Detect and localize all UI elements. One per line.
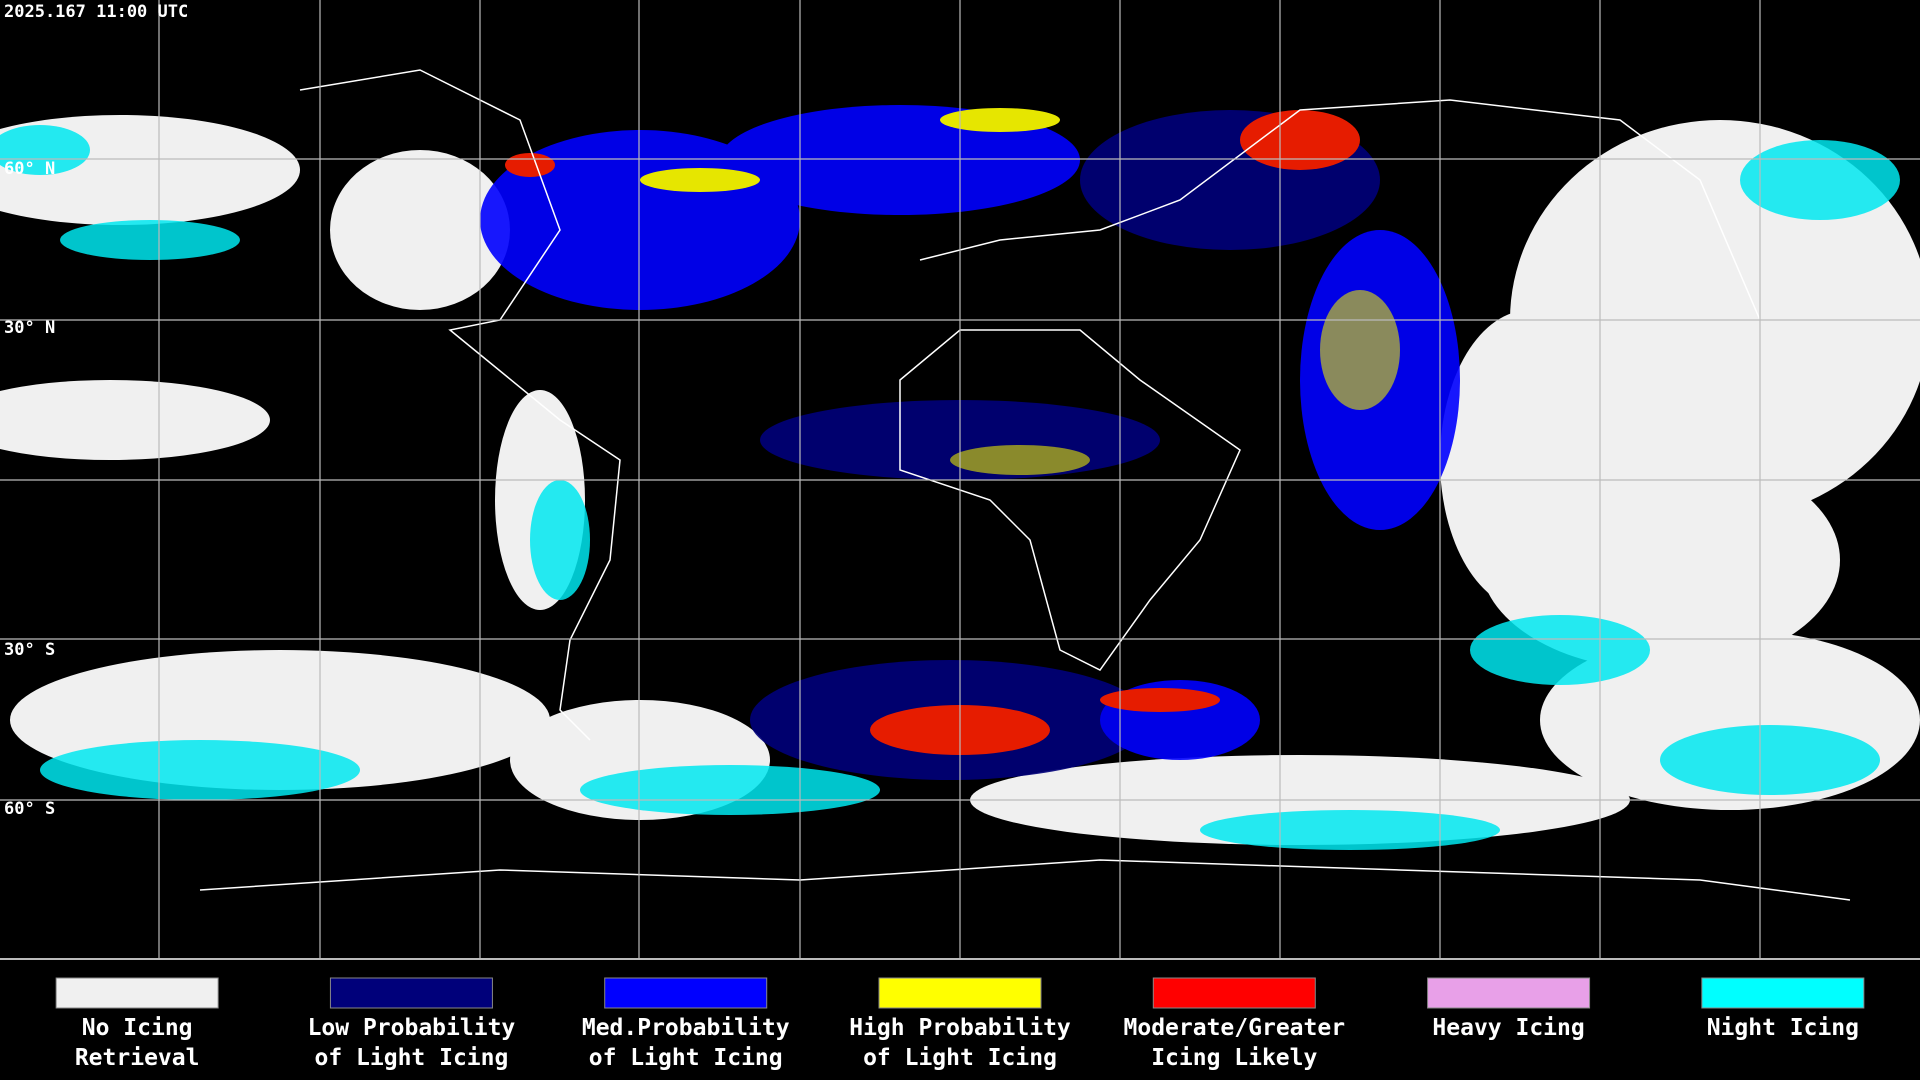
legend-swatch [1427, 977, 1591, 1009]
map-frame [0, 958, 1920, 960]
legend-label: No Icing [82, 1015, 193, 1041]
cloud [1440, 310, 1620, 610]
lat-labels: 60° N 30° N 30° S 60° S [4, 159, 55, 819]
night-icing [0, 125, 1900, 850]
lat-label: 60° N [4, 159, 55, 179]
lat-label: 30° S [4, 640, 55, 660]
icing-area [1100, 688, 1220, 712]
legend-label: High Probability [849, 1015, 1071, 1041]
legend-swatch [604, 977, 768, 1009]
night-icing-area [580, 765, 880, 815]
legend-label: Low Probability [308, 1015, 516, 1041]
night-icing-area [0, 125, 90, 175]
legend-swatch [329, 977, 493, 1009]
legend-label: Moderate/Greater [1124, 1015, 1346, 1041]
icing-regions [480, 105, 1460, 780]
night-icing-area [1740, 140, 1900, 220]
coastlines [199, 69, 1851, 901]
lat-label: 30° N [4, 318, 55, 338]
night-icing-area [530, 480, 590, 600]
icing-area [950, 445, 1090, 475]
legend-swatch [55, 977, 219, 1009]
icing-area [640, 168, 760, 192]
night-icing-area [1200, 810, 1500, 850]
icing-area [505, 153, 555, 177]
night-icing-area [60, 220, 240, 260]
icing-area [1320, 290, 1400, 410]
cloud [0, 380, 270, 460]
lat-lon-grid [0, 0, 1920, 958]
legend: No Icing Retrieval Low Probability of Light… [55, 977, 1865, 1071]
icing-area [1240, 110, 1360, 170]
legend-label: Med.Probability [582, 1015, 790, 1041]
icing-area [720, 105, 1080, 215]
legend-label: of Light Icing [589, 1045, 783, 1071]
map: 2025.167 11:00 UTC [0, 0, 1920, 960]
coastline-eurasia [919, 99, 1761, 321]
legend-swatch [878, 977, 1042, 1009]
night-icing-area [1470, 615, 1650, 685]
legend-label: Icing Likely [1151, 1045, 1317, 1071]
icing-area [940, 108, 1060, 132]
timestamp: 2025.167 11:00 UTC [4, 2, 188, 22]
cloud [330, 150, 510, 310]
legend-label: of Light Icing [863, 1045, 1057, 1071]
coastline-americas [299, 69, 621, 741]
night-icing-area [40, 740, 360, 800]
coastline-antarctica [199, 859, 1851, 901]
legend-label: Night Icing [1707, 1015, 1859, 1041]
coastline-africa [899, 329, 1241, 671]
legend-label: Retrieval [75, 1045, 200, 1071]
lat-label: 60° S [4, 799, 55, 819]
legend-label: of Light Icing [314, 1045, 508, 1071]
legend-label: Heavy Icing [1432, 1015, 1584, 1041]
night-icing-area [1660, 725, 1880, 795]
legend-swatch [1701, 977, 1865, 1009]
legend-swatch [1152, 977, 1316, 1009]
